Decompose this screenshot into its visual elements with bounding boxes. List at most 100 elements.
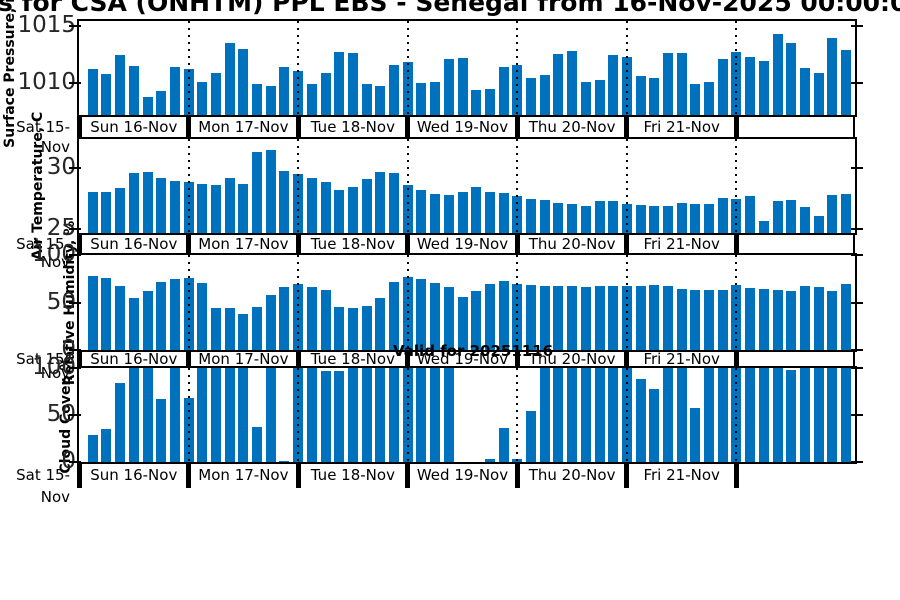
bar (676, 289, 687, 350)
bar (526, 285, 536, 350)
plot-area-frame (77, 19, 857, 117)
bar (238, 368, 249, 462)
bar (101, 73, 112, 115)
day-label: Thu 20-Nov (528, 118, 616, 136)
bar (169, 278, 180, 350)
y-tick-label: 50 (46, 401, 76, 427)
plot-area (79, 368, 855, 462)
bar (662, 206, 673, 233)
bar (101, 277, 112, 350)
bar (320, 290, 331, 350)
plot-area-frame (77, 137, 857, 235)
bar (361, 84, 372, 115)
day-boundary-dotted-line (406, 368, 409, 462)
bar (758, 289, 769, 350)
bar (539, 286, 550, 350)
bar (265, 294, 276, 350)
day-separator-mark (76, 115, 82, 139)
bar (375, 297, 386, 350)
y-tick-mark (851, 367, 863, 369)
bar (416, 82, 427, 115)
day-separator-mark (514, 233, 520, 255)
bar (704, 290, 714, 350)
day-boundary-dotted-line (297, 255, 300, 350)
day-separator-mark (624, 233, 630, 255)
day-label: Sun 16-Nov (90, 235, 178, 253)
day-separator-mark (624, 115, 630, 139)
bar (662, 53, 673, 115)
bar (786, 42, 797, 115)
bar (539, 74, 550, 115)
day-boundary-dotted-line (297, 21, 300, 115)
bar (252, 307, 263, 350)
bar (567, 50, 578, 115)
bar (197, 184, 208, 233)
bar (252, 152, 263, 233)
bar (279, 66, 290, 115)
bar (717, 58, 728, 115)
day-boundary-dotted-line (187, 255, 190, 350)
bar (87, 434, 98, 462)
y-tick-mark (69, 414, 81, 416)
bar (156, 399, 167, 462)
day-boundary-dotted-line (406, 139, 409, 233)
bar (375, 86, 386, 115)
bar (635, 286, 646, 350)
bar (361, 368, 372, 462)
prev-day-label: Sat 15-Nov (16, 466, 70, 506)
bar (608, 55, 619, 115)
bar (676, 202, 687, 233)
bar (580, 81, 591, 115)
bar (87, 191, 98, 233)
bar (594, 201, 605, 233)
bar (306, 368, 317, 462)
day-separator-mark (733, 233, 739, 255)
bar (128, 368, 139, 462)
prev-day-label: Sat 15-Nov (16, 235, 70, 271)
bar (238, 184, 249, 233)
y-tick-label: 30 (46, 154, 76, 181)
day-boundary-dotted-line (735, 368, 738, 462)
bar (827, 195, 838, 233)
day-label: Fri 21-Nov (643, 235, 720, 253)
bar (347, 186, 358, 233)
bar (238, 313, 249, 350)
bar (758, 220, 769, 233)
bar (224, 42, 235, 115)
day-label: Mon 17-Nov (198, 350, 289, 368)
bar (498, 192, 509, 233)
bar (799, 207, 810, 233)
bar (87, 69, 98, 115)
bar (745, 196, 756, 233)
y-tick-label: 100 (32, 354, 76, 380)
day-label: Tue 18-Nov (310, 466, 395, 484)
day-boundary-dotted-line (187, 368, 190, 462)
bar (457, 296, 468, 350)
day-label: Wed 19-Nov (416, 118, 509, 136)
y-tick-mark (851, 254, 863, 256)
bar (471, 291, 482, 350)
bar (197, 368, 208, 462)
bar (704, 203, 714, 233)
bar (758, 61, 769, 115)
bar (142, 368, 153, 462)
bar (265, 86, 276, 115)
bar (169, 368, 180, 462)
bar (142, 96, 153, 115)
bar (567, 368, 578, 462)
bar (553, 368, 564, 462)
bar (320, 72, 331, 115)
bar (799, 68, 810, 115)
bar (211, 308, 221, 350)
bar (690, 203, 701, 233)
day-label-strip: Sat 15-Nov Sun 16-Nov Mon 17-Nov Tue 18-Nov… (0, 115, 900, 156)
bar (526, 198, 536, 233)
bar (635, 379, 646, 462)
bar (265, 150, 276, 233)
bar (416, 368, 427, 462)
bar (430, 368, 441, 462)
bar (649, 388, 660, 462)
bar (498, 428, 509, 462)
bar (224, 368, 235, 462)
bar (347, 53, 358, 115)
